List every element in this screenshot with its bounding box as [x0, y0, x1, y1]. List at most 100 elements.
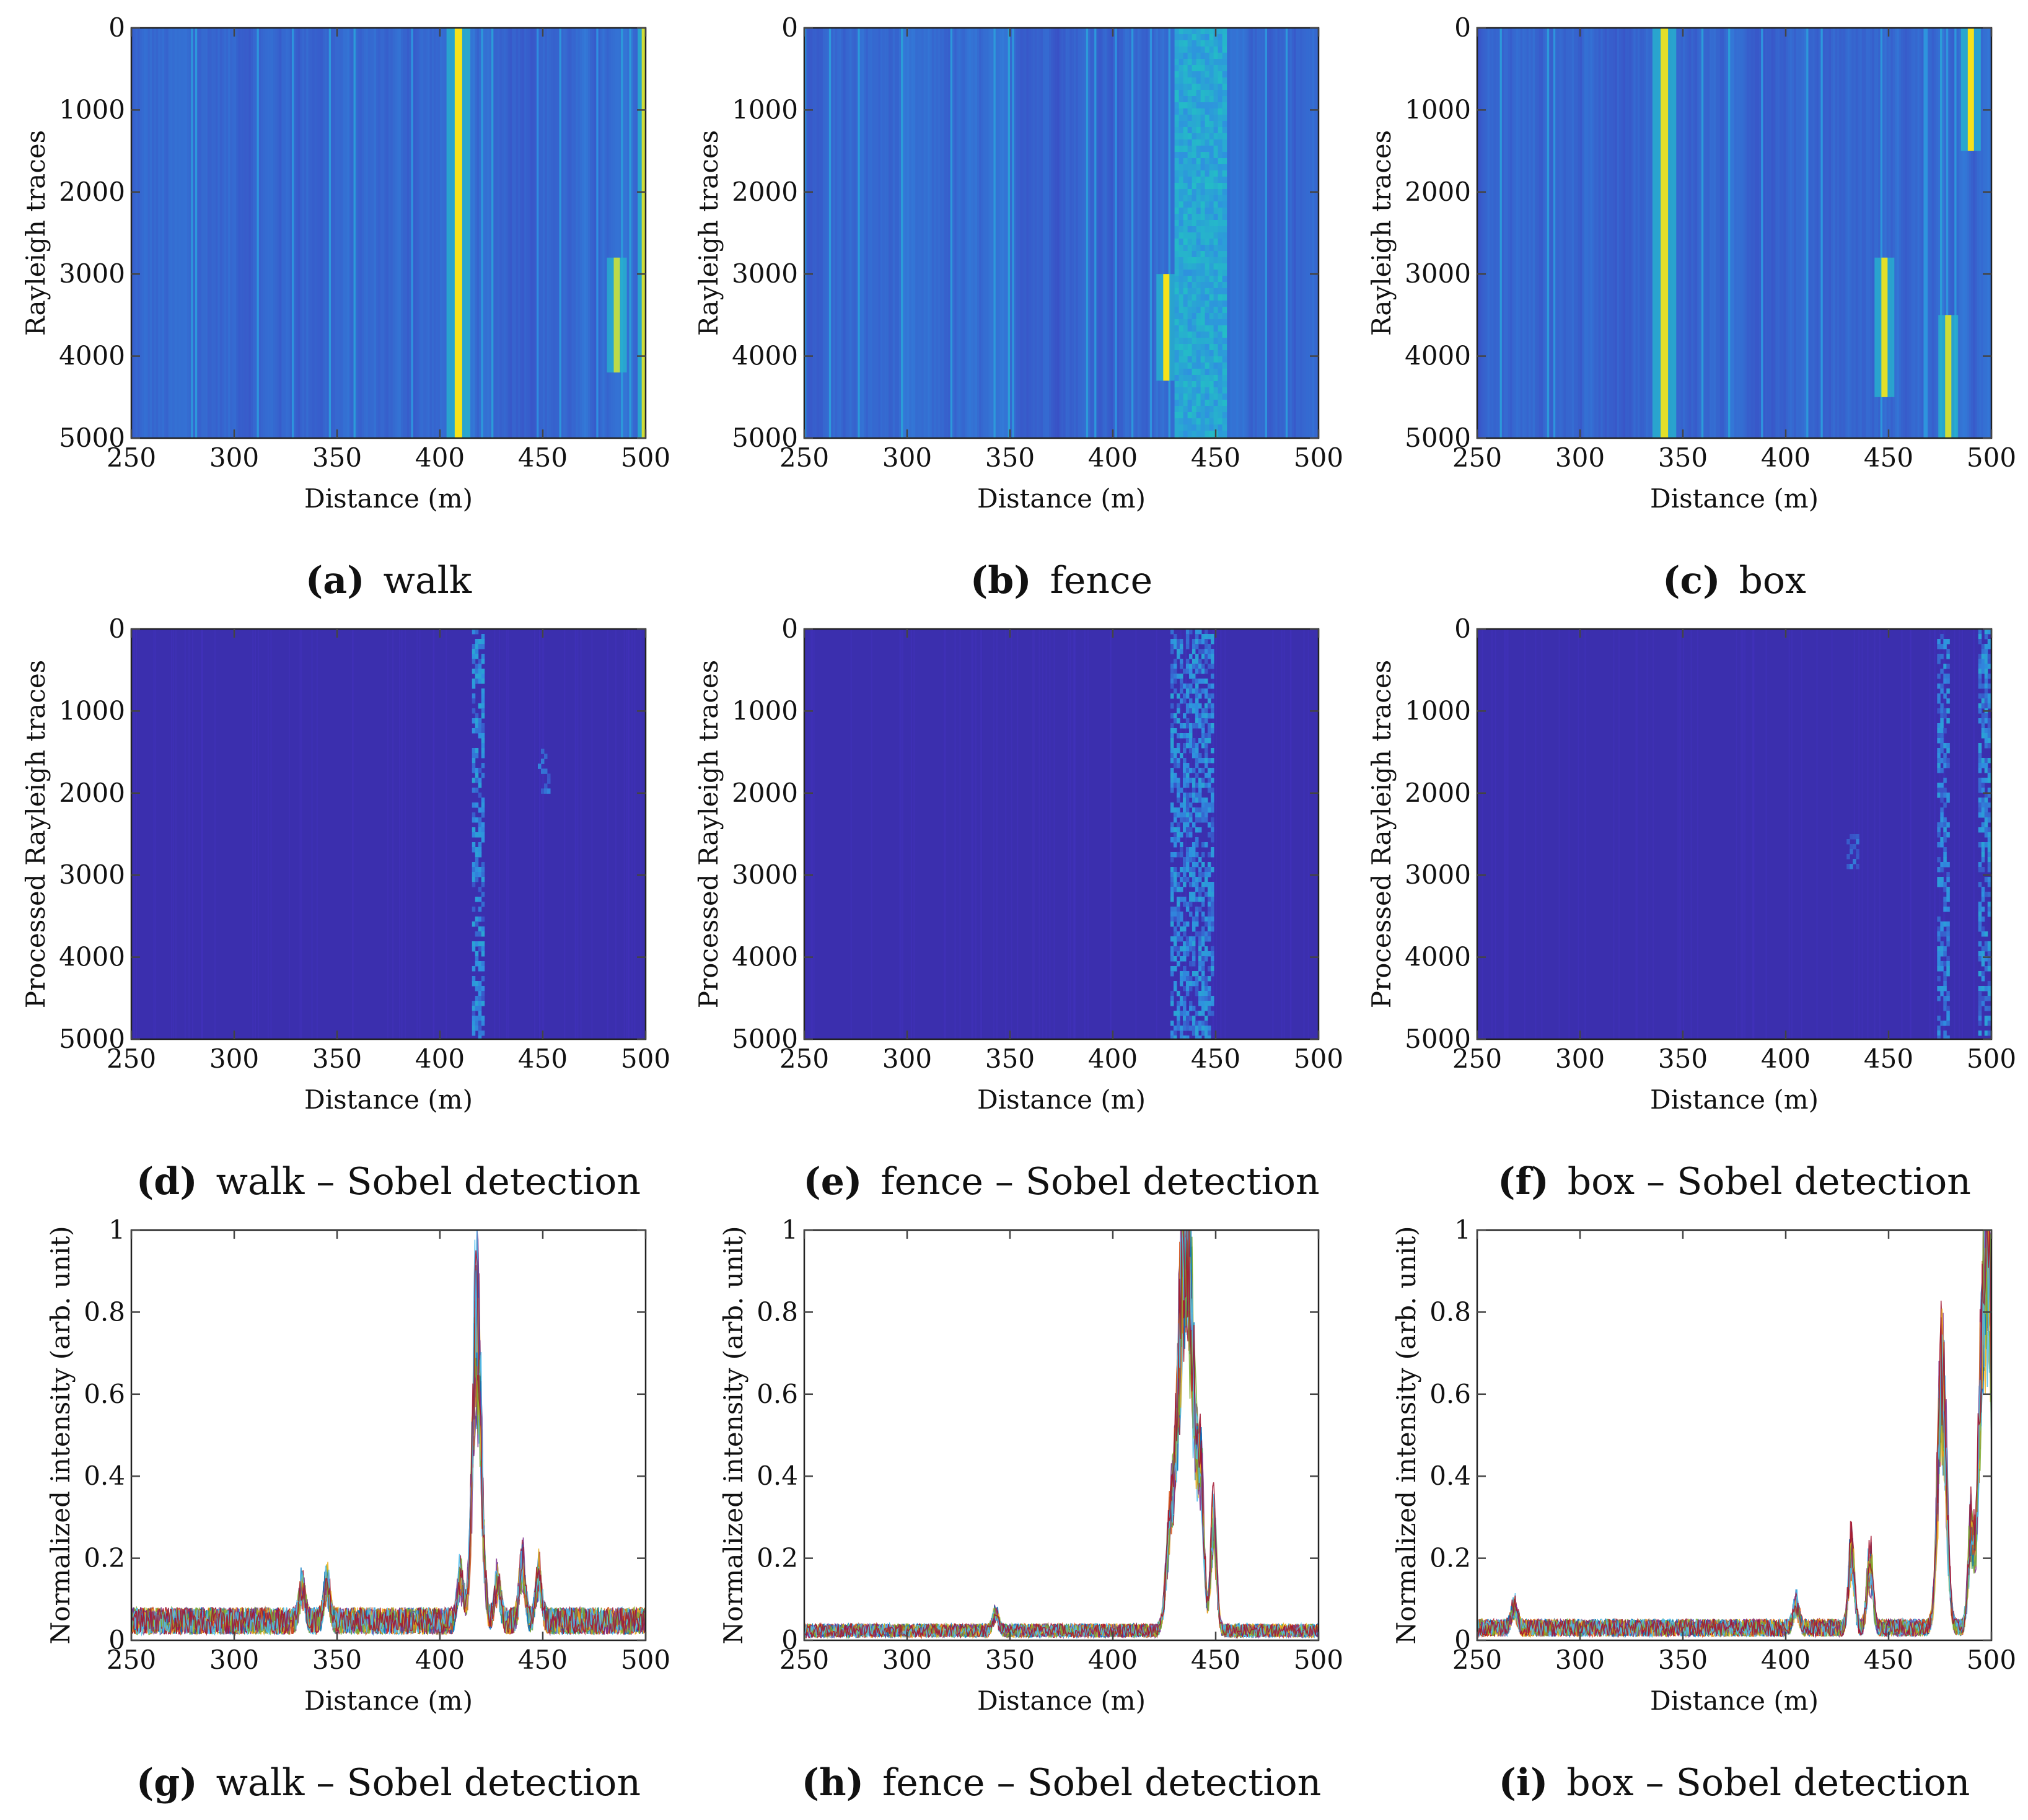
heatmap-speckle: [1940, 788, 1944, 793]
heatmap-speckle: [1940, 783, 1944, 788]
heatmap-speckle: [1183, 301, 1188, 307]
heatmap-speckle: [1200, 77, 1206, 84]
heatmap-speckle: [1182, 941, 1187, 947]
x-tick-label: 300: [882, 1645, 932, 1675]
heatmap-speckle: [1213, 412, 1219, 419]
heatmap-column: [1520, 28, 1523, 438]
heatmap-texture: [401, 629, 403, 1039]
heatmap-speckle: [1182, 748, 1187, 754]
heatmap-column: [1037, 28, 1040, 438]
heatmap-speckle: [1187, 208, 1193, 214]
heatmap-speckle: [1188, 852, 1193, 858]
heatmap-column: [1304, 28, 1307, 438]
heatmap-column: [1551, 28, 1554, 438]
heatmap-speckle: [1204, 629, 1208, 635]
heatmap-speckle: [1198, 956, 1202, 962]
heatmap-speckle: [1198, 793, 1202, 798]
y-tick-label: 0.6: [757, 1379, 798, 1409]
heatmap-column: [1236, 28, 1239, 438]
x-tick-label: 350: [985, 1044, 1035, 1074]
heatmap-speckle: [1937, 946, 1941, 952]
heatmap-speckle: [1213, 90, 1219, 97]
heatmap-speckle: [1183, 220, 1188, 227]
panel-caption: (f) box – Sobel detection: [1498, 1160, 1971, 1203]
heatmap-column: [1164, 28, 1167, 438]
heatmap-speckle: [1187, 276, 1193, 283]
heatmap-speckle: [1937, 951, 1941, 957]
heatmap-speckle: [1981, 698, 1985, 704]
heatmap-column: [1061, 28, 1064, 438]
heatmap-speckle: [1182, 1006, 1187, 1011]
heatmap-speckle: [1192, 956, 1196, 962]
heatmap-column: [149, 28, 152, 438]
heatmap-speckle: [1981, 946, 1985, 952]
heatmap-speckle: [1987, 1006, 1991, 1011]
heatmap-speckle: [1209, 46, 1214, 53]
heatmap-speckle: [1182, 872, 1187, 877]
heatmap-column: [1047, 28, 1050, 438]
heatmap-speckle: [1204, 877, 1208, 882]
heatmap-speckle: [1188, 669, 1193, 674]
heatmap-speckle: [475, 961, 479, 967]
heatmap-speckle: [1222, 189, 1227, 196]
heatmap-speckle: [1943, 778, 1947, 783]
heatmap-speckle: [1176, 832, 1180, 838]
heatmap-speckle: [1195, 664, 1199, 669]
heatmap-speckle: [1210, 882, 1214, 887]
heatmap-speckle: [1943, 852, 1947, 858]
heatmap-speckle: [1946, 798, 1950, 803]
heatmap-speckle: [1188, 1016, 1193, 1021]
heatmap-speckle: [1207, 931, 1211, 937]
heatmap-speckle: [1173, 718, 1177, 724]
heatmap-speckle: [1185, 693, 1190, 699]
heatmap-column: [841, 28, 844, 438]
heatmap-column: [143, 28, 147, 438]
heatmap-speckle: [472, 921, 476, 927]
heatmap-texture: [188, 629, 190, 1039]
heatmap-speckle: [1209, 158, 1214, 165]
heatmap-speckle: [1222, 232, 1227, 239]
heatmap-column: [1246, 28, 1249, 438]
heatmap-column: [372, 28, 375, 438]
heatmap-speckle: [1170, 703, 1174, 709]
heatmap-speckle: [1204, 654, 1208, 659]
heatmap-column: [367, 28, 371, 438]
heatmap-speckle: [1192, 195, 1197, 202]
heatmap-column: [1958, 28, 1961, 438]
heatmap-speckle: [1937, 723, 1941, 729]
heatmap-speckle: [1981, 892, 1985, 897]
heatmap-speckle: [1179, 788, 1183, 793]
heatmap-speckle: [1196, 350, 1201, 357]
heatmap-column: [273, 28, 276, 438]
heatmap-speckle: [1218, 84, 1223, 90]
heatmap-texture: [392, 629, 394, 1039]
heatmap-column: [1281, 28, 1284, 438]
heatmap-column: [1598, 28, 1601, 438]
heatmap-speckle: [1213, 400, 1219, 407]
heatmap-speckle: [1201, 798, 1205, 803]
heatmap-texture: [533, 629, 535, 1039]
heatmap-speckle: [481, 674, 485, 679]
heatmap-column: [847, 28, 850, 438]
heatmap-speckle: [478, 1016, 482, 1021]
heatmap-texture: [1084, 629, 1086, 1039]
heatmap-column: [1602, 28, 1605, 438]
heatmap-speckle: [475, 877, 479, 882]
heatmap-speckle: [1195, 827, 1199, 833]
heatmap-speckle: [475, 872, 479, 877]
heatmap-speckle: [1207, 872, 1211, 877]
caption-letter: (b): [970, 559, 1032, 602]
x-tick-label: 250: [107, 1645, 156, 1675]
x-tick-label: 350: [312, 442, 362, 473]
heatmap-speckle: [1222, 195, 1227, 202]
heatmap-speckle: [1222, 71, 1227, 78]
heatmap-speckle: [1222, 46, 1227, 53]
heatmap-speckle: [472, 842, 476, 848]
plot-frame: [803, 628, 1320, 1040]
heatmap-texture: [175, 629, 177, 1039]
heatmap-speckle: [1196, 381, 1201, 388]
heatmap-speckle: [1179, 659, 1183, 664]
heatmap-speckle: [1173, 1035, 1177, 1039]
heatmap-speckle: [1213, 245, 1219, 252]
heatmap-speckle: [1192, 659, 1196, 664]
